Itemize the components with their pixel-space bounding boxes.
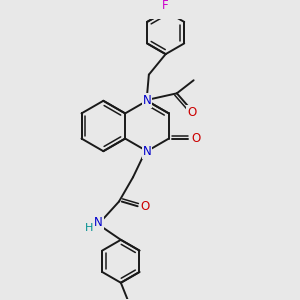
Text: O: O [191,132,200,145]
Text: N: N [94,216,103,229]
Text: N: N [142,145,152,158]
Text: O: O [140,200,150,213]
Text: O: O [187,106,196,119]
Text: N: N [142,94,152,107]
Text: H: H [85,223,93,233]
Text: F: F [162,0,169,12]
